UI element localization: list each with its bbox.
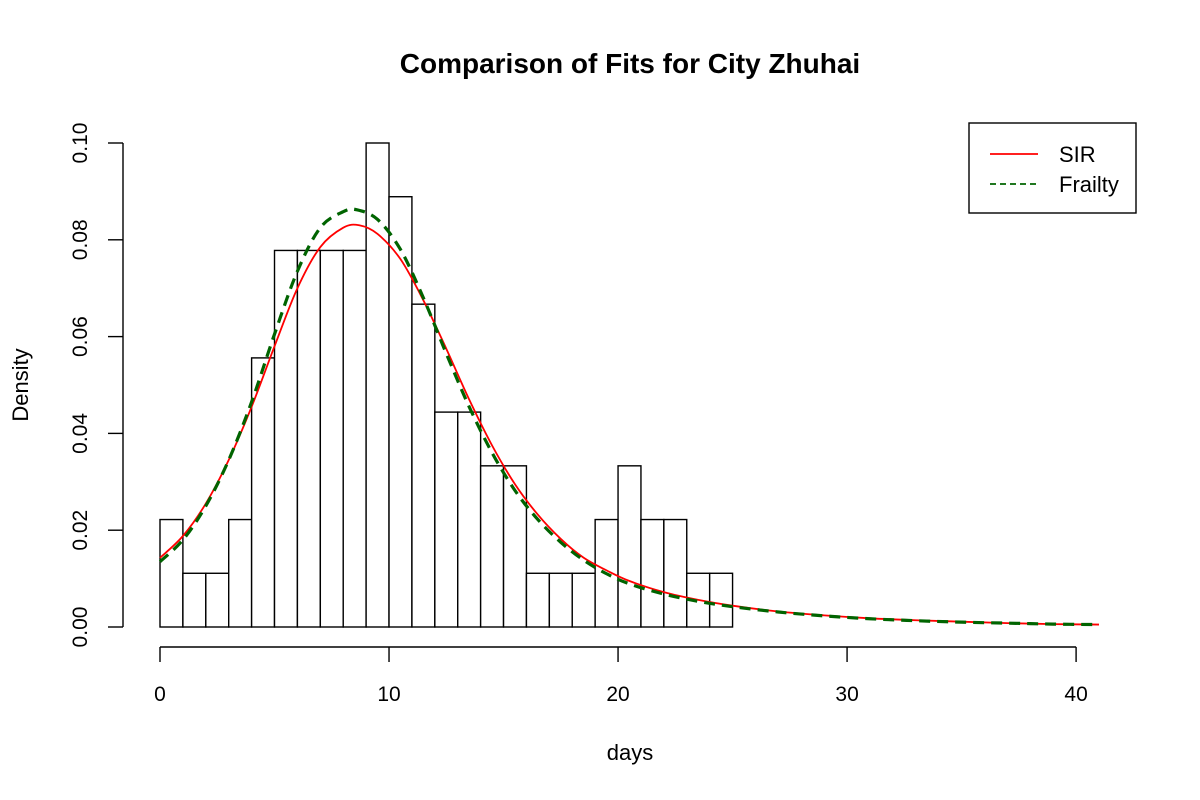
- histogram-bar-15: [502, 465, 528, 628]
- y-axis: 0.00 0.02 0.04 0.06 0.08 0.10: [69, 123, 124, 648]
- histogram-bar-16: [525, 572, 551, 628]
- histogram-bar-5: [273, 249, 299, 628]
- y-tick-label-4: 0.08: [69, 219, 92, 260]
- chart-title: Comparison of Fits for City Zhuhai: [400, 48, 860, 79]
- y-tick-label-2: 0.04: [69, 413, 92, 454]
- histogram-bar-12: [434, 411, 459, 628]
- y-tick-label-0: 0.00: [69, 607, 92, 648]
- histogram-bar-6: [296, 249, 322, 628]
- fit-curves: [158, 207, 1100, 627]
- histogram-bar-13: [457, 411, 482, 628]
- histogram-bar-24: [708, 572, 734, 628]
- curve-frailty: [158, 207, 1100, 627]
- histogram-bar-14: [479, 465, 505, 628]
- x-tick-label-3: 30: [835, 683, 858, 706]
- histogram-bar-20: [617, 465, 642, 628]
- histogram-bar-21: [640, 518, 665, 628]
- legend-label-sir: SIR: [1059, 142, 1096, 167]
- histogram-bars: [159, 142, 734, 628]
- x-axis: 0 10 20 30 40: [154, 646, 1088, 706]
- x-axis-label: days: [607, 740, 653, 765]
- histogram-bar-22: [663, 518, 688, 628]
- histogram-bar-2: [205, 572, 230, 628]
- y-tick-label-3: 0.06: [69, 316, 92, 357]
- histogram-bar-1: [182, 572, 207, 628]
- x-tick-label-0: 0: [154, 683, 166, 706]
- histogram-bar-8: [342, 249, 367, 628]
- histogram-bar-7: [319, 249, 344, 628]
- y-tick-label-5: 0.10: [69, 123, 92, 164]
- histogram-bar-0: [159, 518, 184, 628]
- x-tick-label-1: 10: [377, 683, 400, 706]
- histogram-bar-11: [411, 303, 436, 628]
- y-tick-label-1: 0.02: [69, 510, 92, 551]
- histogram-bar-17: [548, 572, 573, 628]
- legend-label-frailty: Frailty: [1059, 172, 1119, 197]
- histogram-bar-3: [228, 518, 253, 628]
- x-tick-label-2: 20: [606, 683, 629, 706]
- legend: SIR Frailty: [968, 122, 1137, 214]
- y-axis-label: Density: [8, 348, 33, 421]
- histogram-bar-9: [365, 142, 390, 628]
- x-tick-label-4: 40: [1064, 683, 1087, 706]
- histogram-bar-18: [571, 572, 596, 628]
- legend-box: [968, 122, 1137, 214]
